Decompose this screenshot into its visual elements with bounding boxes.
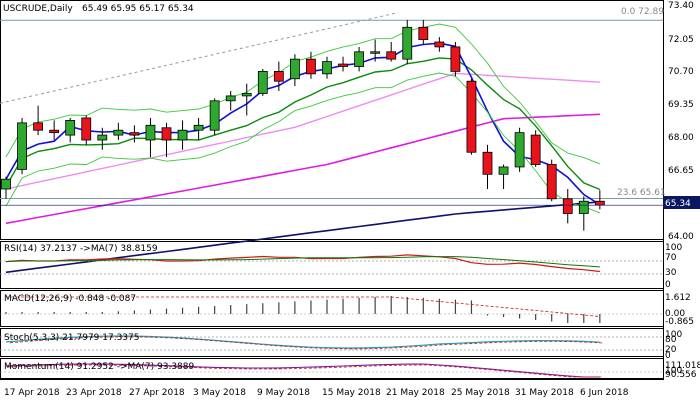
rsi-ma-line [5, 256, 600, 268]
candle-bear [482, 151, 493, 175]
rsi-axis-label: 30 [665, 268, 677, 278]
candle-bear [546, 164, 557, 200]
rsi-line [5, 254, 600, 273]
stoch-label: Stoch(5,3,3) 21.7979 17.3375 [4, 333, 139, 343]
candle-bull [498, 166, 509, 175]
candle-bull [225, 95, 236, 102]
candle-bull [514, 132, 525, 168]
candle-bull [289, 58, 300, 80]
momentum-ma-line [8, 364, 603, 378]
candle-bear [530, 134, 541, 165]
price-axis-label: 72.05 [668, 35, 694, 45]
candle-bear [418, 26, 429, 40]
candle-bull [177, 129, 188, 141]
price-axis-label: 69.35 [668, 100, 694, 110]
candle-bull [113, 129, 124, 136]
rsi-label: RSI(14) 37.2137 ->MA(7) 38.8159 [4, 244, 158, 254]
date-label: 15 May 2018 [322, 388, 381, 398]
candle-bull [402, 26, 413, 60]
band-upper-line [5, 23, 601, 165]
macd-label: MACD(12,26,9) -0.848 -0.087 [4, 294, 136, 304]
date-label: 27 Apr 2018 [129, 388, 185, 398]
stoch-k-line [5, 335, 600, 349]
candle-bull [1, 178, 11, 190]
candle-bull [322, 61, 332, 75]
rsi-axis-label: 100 [665, 243, 682, 253]
date-label: 3 May 2018 [193, 388, 246, 398]
candle-bear [273, 71, 284, 82]
trend-line-dashed [0, 12, 399, 104]
candle-bear [49, 129, 60, 134]
date-label: 25 May 2018 [451, 388, 510, 398]
candle-bear [386, 51, 397, 60]
momentum-label: Momentum(14) 91.2952 ->MA(7) 93.3889 [4, 362, 195, 372]
candle-bull [209, 100, 220, 131]
price-axis-label: 73.40 [668, 1, 694, 11]
stoch-axis-label: 80 [665, 335, 677, 345]
band-lower-line [5, 72, 601, 214]
candle-bull [97, 134, 108, 141]
candle-bear [450, 46, 461, 72]
ma-pink-line [5, 72, 600, 190]
ma-navy-line [5, 201, 600, 274]
candle-bear [338, 63, 348, 67]
date-label: 23 Apr 2018 [66, 388, 122, 398]
rsi-axis-label: 0 [665, 280, 671, 290]
ma-green-line [5, 57, 601, 191]
date-label: 21 May 2018 [386, 388, 445, 398]
date-label: 9 May 2018 [257, 388, 310, 398]
candle-bull [257, 71, 268, 94]
macd-axis-label: -0.865 [665, 317, 694, 327]
rsi-axis-label: 70 [665, 253, 677, 263]
symbol-label: USCRUDE,Daily [3, 4, 73, 14]
date-label: 31 May 2018 [515, 388, 574, 398]
current-price-box [663, 196, 700, 209]
macd-signal-line [6, 296, 600, 317]
fib-label-top: 0.0 72.89 [621, 7, 664, 17]
candle-bear [466, 80, 477, 153]
price-axis-label: 70.70 [668, 67, 694, 77]
macd-axis-label: 1.612 [665, 293, 691, 303]
momentum-axis-label: 100 [665, 366, 682, 376]
candle-bull [354, 51, 365, 67]
price-axis-label: 64.00 [668, 232, 694, 242]
candle-bull [17, 122, 27, 170]
momentum-line [5, 363, 600, 378]
stoch-axis-label: 100 [665, 330, 682, 340]
candle-bear [594, 200, 605, 206]
stoch-axis-label: 20 [665, 345, 677, 355]
stoch-d-line [9, 336, 604, 350]
candle-bear [33, 122, 43, 131]
current-price-label: 65.34 [665, 199, 691, 209]
momentum-axis-label: 90.556 [665, 370, 697, 380]
candle-bull [145, 124, 156, 141]
candle-bear [129, 132, 140, 136]
candle-bear [434, 41, 445, 48]
candle-bear [161, 127, 172, 141]
stoch-axis-label: 0 [665, 351, 671, 361]
candle-bull [578, 200, 589, 214]
ohlc-label: 65.49 65.95 65.17 65.34 [82, 4, 194, 14]
price-axis-label: 68.00 [668, 133, 694, 143]
candle-bear [306, 58, 316, 75]
candle-bear [562, 198, 573, 214]
candle-bull [241, 93, 252, 97]
fib-label-mid: 23.6 65.61 [617, 188, 666, 198]
ma-magenta-line [5, 113, 600, 225]
candle-bull [370, 51, 381, 54]
candle-bull [65, 120, 76, 136]
price-axis-label: 66.65 [668, 166, 694, 176]
candle-bull [193, 124, 204, 131]
candle-bear [81, 117, 92, 141]
macd-axis-label: 0.00 [665, 309, 685, 319]
date-label: 17 Apr 2018 [4, 388, 60, 398]
ma-blue-line [5, 42, 601, 206]
date-label: 6 Jun 2018 [580, 388, 629, 398]
